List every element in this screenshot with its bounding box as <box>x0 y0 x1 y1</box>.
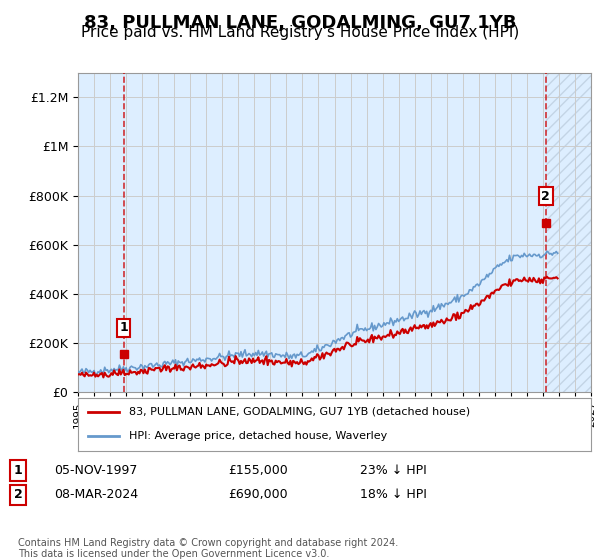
Text: 2: 2 <box>14 488 22 501</box>
Text: 2: 2 <box>541 190 550 203</box>
HPI: Average price, detached house, Waverley: (2e+03, 9.63e+04): Average price, detached house, Waverley:… <box>134 365 142 372</box>
HPI: Average price, detached house, Waverley: (2.02e+03, 5.65e+05): Average price, detached house, Waverley:… <box>554 250 561 256</box>
83, PULLMAN LANE, GODALMING, GU7 1YB (detached house) <box>134 368 142 375</box>
83, PULLMAN LANE, GODALMING, GU7 1YB (detached house) <box>554 275 561 282</box>
HPI: Average price, detached house, Waverley: (2.01e+03, 1.47e+05): Average price, detached house, Waverley:… <box>243 353 250 360</box>
Text: 83, PULLMAN LANE, GODALMING, GU7 1YB: 83, PULLMAN LANE, GODALMING, GU7 1YB <box>84 14 516 32</box>
83, PULLMAN LANE, GODALMING, GU7 1YB (detached house) <box>74 371 82 378</box>
Bar <box>546 73 591 392</box>
HPI: Average price, detached house, Waverley: (2e+03, 1.58e+05): Average price, detached house, Waverley:… <box>235 350 242 357</box>
Text: 1: 1 <box>14 464 22 477</box>
Text: 05-NOV-1997: 05-NOV-1997 <box>54 464 137 477</box>
Text: 83, PULLMAN LANE, GODALMING, GU7 1YB (detached house): 83, PULLMAN LANE, GODALMING, GU7 1YB (de… <box>130 407 470 417</box>
Text: £690,000: £690,000 <box>228 488 287 501</box>
Text: Price paid vs. HM Land Registry's House Price Index (HPI): Price paid vs. HM Land Registry's House … <box>81 25 519 40</box>
83, PULLMAN LANE, GODALMING, GU7 1YB (detached house) <box>218 360 226 367</box>
HPI: Average price, detached house, Waverley: (2e+03, 7.05e+04): Average price, detached house, Waverley:… <box>92 371 99 378</box>
Bar <box>546 73 591 392</box>
83, PULLMAN LANE, GODALMING, GU7 1YB (detached house) <box>544 273 551 280</box>
Text: 23% ↓ HPI: 23% ↓ HPI <box>360 464 427 477</box>
HPI: Average price, detached house, Waverley: (2.01e+03, 1.36e+05): Average price, detached house, Waverley:… <box>286 355 293 362</box>
HPI: Average price, detached house, Waverley: (2e+03, 8.4e+04): Average price, detached house, Waverley:… <box>74 368 82 375</box>
Text: £155,000: £155,000 <box>228 464 288 477</box>
Line: 83, PULLMAN LANE, GODALMING, GU7 1YB (detached house): 83, PULLMAN LANE, GODALMING, GU7 1YB (de… <box>78 277 557 377</box>
Text: 08-MAR-2024: 08-MAR-2024 <box>54 488 138 501</box>
83, PULLMAN LANE, GODALMING, GU7 1YB (detached house) <box>243 360 250 367</box>
83, PULLMAN LANE, GODALMING, GU7 1YB (detached house) <box>100 374 107 381</box>
Text: 18% ↓ HPI: 18% ↓ HPI <box>360 488 427 501</box>
HPI: Average price, detached house, Waverley: (2.02e+03, 5.52e+05): Average price, detached house, Waverley:… <box>529 253 536 260</box>
Text: 1: 1 <box>119 321 128 334</box>
83, PULLMAN LANE, GODALMING, GU7 1YB (detached house) <box>235 357 242 363</box>
HPI: Average price, detached house, Waverley: (2e+03, 1.45e+05): Average price, detached house, Waverley:… <box>218 353 226 360</box>
HPI: Average price, detached house, Waverley: (2.02e+03, 5.73e+05): Average price, detached house, Waverley:… <box>544 248 551 255</box>
Text: HPI: Average price, detached house, Waverley: HPI: Average price, detached house, Wave… <box>130 431 388 441</box>
Text: Contains HM Land Registry data © Crown copyright and database right 2024.
This d: Contains HM Land Registry data © Crown c… <box>18 538 398 559</box>
83, PULLMAN LANE, GODALMING, GU7 1YB (detached house) <box>529 278 536 285</box>
Line: HPI: Average price, detached house, Waverley: HPI: Average price, detached house, Wave… <box>78 251 557 375</box>
83, PULLMAN LANE, GODALMING, GU7 1YB (detached house) <box>286 361 293 368</box>
